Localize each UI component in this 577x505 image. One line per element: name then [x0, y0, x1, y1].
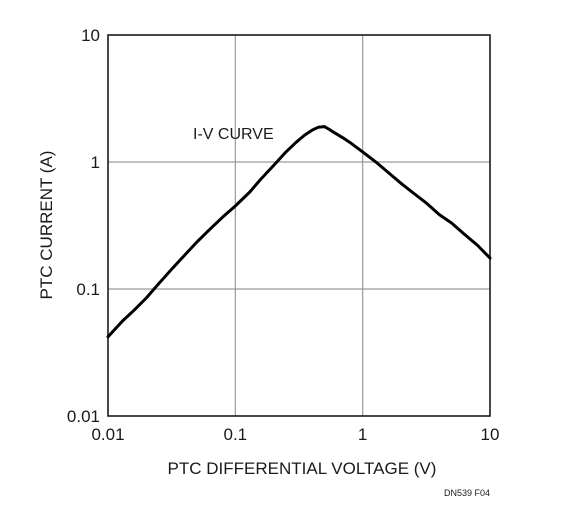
- y-tick-label: 0.01: [67, 407, 100, 426]
- x-tick-label: 1: [358, 425, 367, 444]
- y-tick-label: 10: [81, 26, 100, 45]
- y-axis-label: PTC CURRENT (A): [37, 151, 56, 300]
- plot-frame: [107, 34, 491, 417]
- figure-code: DN539 F04: [444, 488, 490, 498]
- plot-border: [107, 34, 491, 417]
- curve-annotation: I-V CURVE: [193, 126, 274, 143]
- y-tick-label: 0.1: [76, 280, 100, 299]
- x-axis-label: PTC DIFFERENTIAL VOLTAGE (V): [168, 459, 437, 478]
- iv-curve-line: [106, 125, 492, 339]
- x-tick-label: 0.01: [91, 425, 124, 444]
- series-layer: [106, 125, 492, 339]
- x-tick-label: 10: [481, 425, 500, 444]
- x-tick-label: 0.1: [224, 425, 248, 444]
- y-tick-label: 1: [91, 153, 100, 172]
- tick-labels: 0.01 0.1 1 10 0.01 0.1 1 10: [67, 26, 500, 444]
- grid: [108, 35, 490, 416]
